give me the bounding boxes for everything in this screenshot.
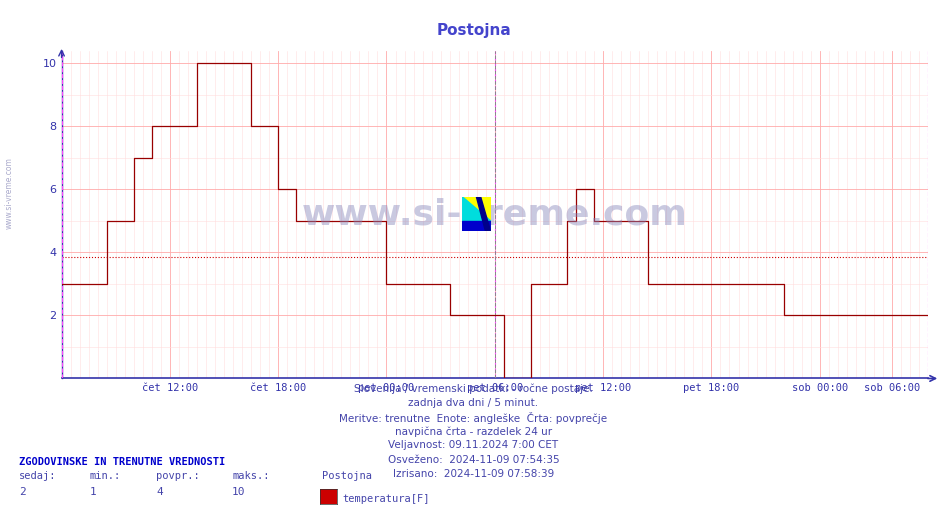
Text: Izrisano:  2024-11-09 07:58:39: Izrisano: 2024-11-09 07:58:39	[393, 469, 554, 479]
Text: ZGODOVINSKE IN TRENUTNE VREDNOSTI: ZGODOVINSKE IN TRENUTNE VREDNOSTI	[19, 457, 225, 467]
Text: Meritve: trenutne  Enote: angleške  Črta: povprečje: Meritve: trenutne Enote: angleške Črta: …	[339, 412, 608, 424]
Polygon shape	[462, 221, 491, 231]
Text: sedaj:: sedaj:	[19, 471, 57, 482]
Text: temperatura[F]: temperatura[F]	[343, 494, 430, 504]
Text: www.si-vreme.com: www.si-vreme.com	[302, 198, 688, 232]
Text: Veljavnost: 09.11.2024 7:00 CET: Veljavnost: 09.11.2024 7:00 CET	[388, 440, 559, 451]
Text: Postojna: Postojna	[437, 23, 510, 38]
Text: 1: 1	[90, 487, 97, 497]
Text: Slovenija / vremenski podatki - ročne postaje.: Slovenija / vremenski podatki - ročne po…	[354, 384, 593, 394]
Text: povpr.:: povpr.:	[156, 471, 200, 482]
Text: zadnja dva dni / 5 minut.: zadnja dva dni / 5 minut.	[408, 398, 539, 408]
Text: www.si-vreme.com: www.si-vreme.com	[5, 157, 14, 229]
Polygon shape	[462, 197, 491, 221]
Polygon shape	[476, 197, 491, 231]
Polygon shape	[462, 197, 491, 221]
Text: navpična črta - razdelek 24 ur: navpična črta - razdelek 24 ur	[395, 426, 552, 437]
Text: Postojna: Postojna	[322, 471, 372, 482]
Text: 2: 2	[19, 487, 26, 497]
Text: Osveženo:  2024-11-09 07:54:35: Osveženo: 2024-11-09 07:54:35	[387, 455, 560, 465]
Text: maks.:: maks.:	[232, 471, 270, 482]
Text: min.:: min.:	[90, 471, 121, 482]
Text: 10: 10	[232, 487, 245, 497]
Text: 4: 4	[156, 487, 163, 497]
